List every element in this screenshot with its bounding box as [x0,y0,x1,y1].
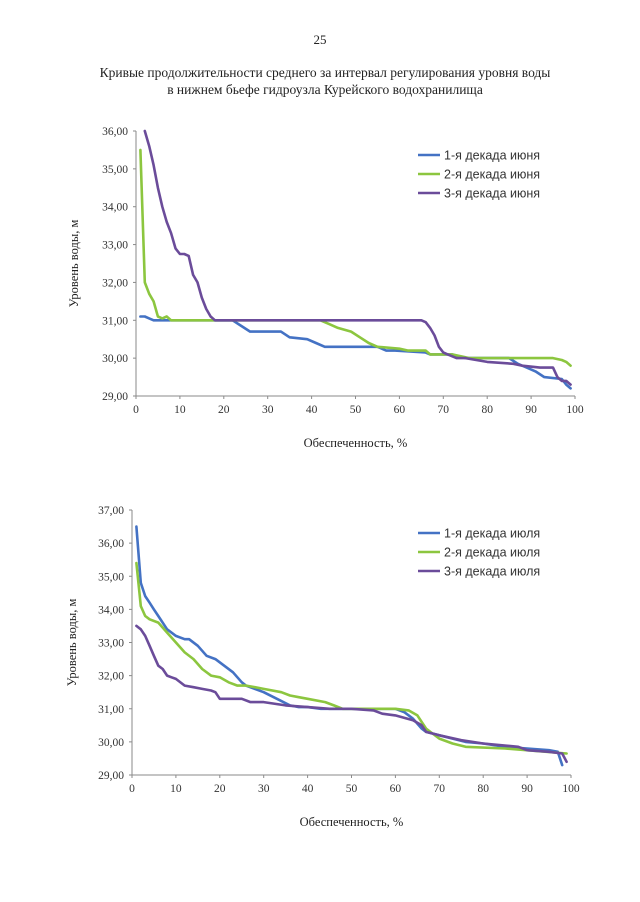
june-x-tick-label: 30 [262,404,274,416]
june-legend-label-3: 3-я декада июня [444,187,540,201]
june-x-tick-label: 50 [350,404,362,416]
june-legend-label-2: 2-я декада июня [444,168,540,182]
june-legend-label-1: 1-я декада июня [444,149,540,163]
june-y-tick-label: 32,00 [102,277,128,289]
july-legend-label-2: 2-я декада июля [444,546,540,560]
page-number: 25 [313,32,327,47]
june-x-tick-label: 60 [394,404,406,416]
june-series-line-3 [143,129,572,386]
july-y-tick-label: 34,00 [98,604,124,616]
june-y-tick-label: 33,00 [102,240,128,252]
july-x-tick-label: 30 [258,783,270,795]
july-legend-label-3: 3-я декада июля [444,565,540,579]
july-x-tick-label: 20 [214,783,226,795]
july-y-tick-label: 31,00 [98,704,124,716]
document-title-line-2: в нижнем бьефе гидроузла Курейского водо… [167,82,483,97]
june-y-tick-label: 35,00 [102,164,128,176]
july-series-line-3 [135,624,568,764]
july-x-tick-label: 70 [434,783,446,795]
july-y-tick-label: 29,00 [98,770,124,782]
june-y-tick-label: 34,00 [102,202,128,214]
july-y-tick-label: 33,00 [98,638,124,650]
july-x-tick-label: 60 [390,783,402,795]
july-x-tick-label: 90 [521,783,533,795]
july-x-axis-title: Обеспеченность, % [300,815,404,829]
july-x-tick-label: 100 [562,783,580,795]
july-y-tick-label: 36,00 [98,538,124,550]
june-y-axis-title: Уровень воды, м [67,220,81,308]
july-y-tick-label: 35,00 [98,571,124,583]
july-legend-label-1: 1-я декада июля [444,527,540,541]
june-y-tick-label: 30,00 [102,353,128,365]
july-x-tick-label: 0 [129,783,135,795]
july-x-tick-label: 10 [170,783,182,795]
june-x-tick-label: 10 [174,404,186,416]
june-x-tick-label: 100 [566,404,584,416]
june-x-tick-label: 20 [218,404,230,416]
july-x-tick-label: 50 [346,783,358,795]
june-x-tick-label: 80 [481,404,493,416]
july-x-tick-label: 40 [302,783,314,795]
june-x-tick-label: 90 [525,404,537,416]
document-title-line-1: Кривые продолжительности среднего за инт… [99,65,551,80]
june-x-tick-label: 70 [438,404,450,416]
june-duration-chart: 29,00 30,00 31,00 32,00 33,00 34,00 35,00 36,00… [67,126,584,450]
june-x-axis-title: Обеспеченность, % [304,436,408,450]
june-x-tick-label: 0 [133,404,139,416]
june-y-tick-label: 31,00 [102,315,128,327]
july-x-tick-label: 80 [477,783,489,795]
july-series-line-2 [135,561,568,755]
june-y-tick-label: 29,00 [102,391,128,403]
document-title: Кривые продолжительности среднего за инт… [60,64,590,98]
july-y-tick-label: 37,00 [98,505,124,517]
july-series-line-1 [135,525,564,767]
july-y-tick-label: 30,00 [98,737,124,749]
july-y-axis-title: Уровень воды, м [65,599,79,687]
july-y-tick-label: 32,00 [98,671,124,683]
june-y-tick-label: 36,00 [102,126,128,138]
june-x-tick-label: 40 [306,404,318,416]
